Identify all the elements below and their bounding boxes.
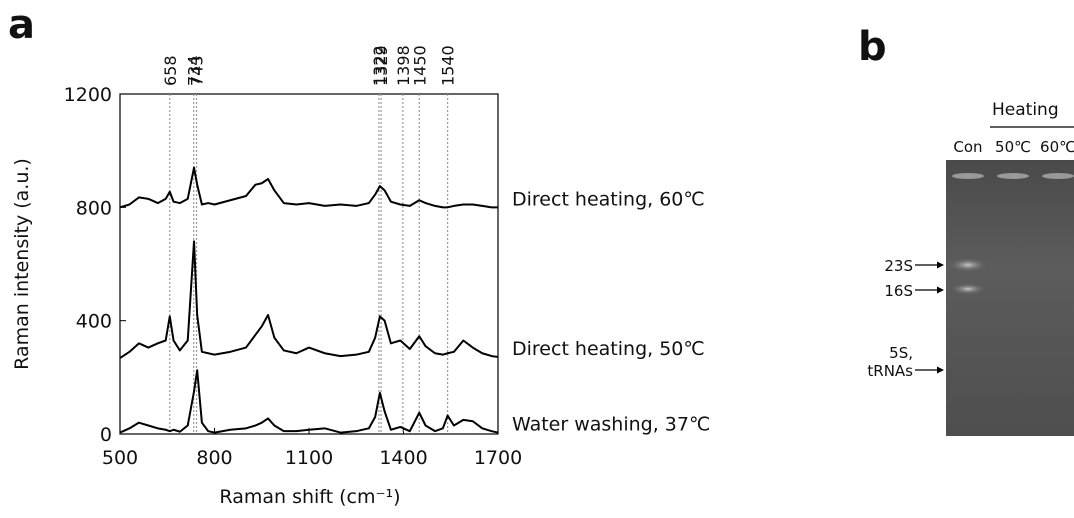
- x-tick-label: 800: [196, 447, 232, 469]
- arrow-head: [937, 287, 944, 294]
- band-label: 5S,: [889, 344, 913, 362]
- series-label: Direct heating, 60℃: [512, 188, 705, 210]
- figure: a b Raman shift (cm⁻¹) Raman intensity (…: [0, 0, 1074, 514]
- gel-well: [997, 173, 1029, 179]
- band-label: tRNAs: [867, 362, 913, 380]
- panel-label: a: [8, 2, 35, 48]
- peak-label: 743: [188, 55, 207, 86]
- spectrum: [120, 168, 498, 208]
- gel-well: [952, 173, 984, 179]
- x-axis-label: Raman shift (cm⁻¹): [219, 486, 400, 508]
- page: a b Raman shift (cm⁻¹) Raman intensity (…: [0, 0, 1074, 514]
- x-tick-label: 1700: [474, 447, 522, 469]
- plot-frame: [120, 94, 498, 434]
- gel-band: [948, 258, 988, 272]
- lane-label: Con: [953, 138, 982, 156]
- lane-label: 50℃: [995, 138, 1031, 156]
- series-label: Water washing, 37℃: [512, 414, 710, 436]
- y-tick-label: 800: [76, 197, 112, 219]
- gel-header: Heating: [992, 100, 1059, 120]
- series-label: Direct heating, 50℃: [512, 338, 705, 360]
- peak-label: 1329: [372, 45, 391, 86]
- x-tick-label: 500: [102, 447, 138, 469]
- y-tick-label: 400: [76, 311, 112, 333]
- panel-label: b: [858, 24, 887, 70]
- lane-label: 60℃: [1040, 138, 1074, 156]
- gel-band: [950, 283, 986, 295]
- arrow-head: [937, 262, 944, 269]
- arrows: [915, 265, 942, 370]
- spectrum: [120, 370, 498, 432]
- gel-image: [946, 160, 1074, 436]
- band-label: 23S: [884, 257, 913, 275]
- band-label: 16S: [884, 282, 913, 300]
- arrow-heads: [937, 262, 944, 374]
- x-tick-label: 1100: [285, 447, 333, 469]
- peak-label: 1540: [439, 45, 458, 86]
- y-axis-label: Raman intensity (a.u.): [11, 158, 33, 370]
- gel-well: [1042, 173, 1074, 179]
- x-tick-label: 1400: [379, 447, 427, 469]
- arrow-head: [937, 367, 944, 374]
- y-tick-label: 0: [100, 424, 112, 446]
- peak-label: 1450: [410, 45, 429, 86]
- y-tick-label: 1200: [64, 84, 112, 106]
- peak-label: 658: [161, 55, 180, 86]
- spectrum: [120, 241, 498, 358]
